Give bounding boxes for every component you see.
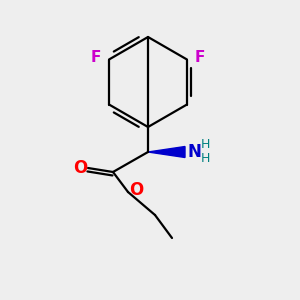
Text: O: O [73,159,87,177]
Text: H: H [200,137,210,151]
Text: H: H [200,152,210,166]
Text: O: O [129,181,143,199]
Text: F: F [195,50,205,65]
Text: F: F [91,50,101,65]
Polygon shape [148,146,185,158]
Text: N: N [187,143,201,161]
